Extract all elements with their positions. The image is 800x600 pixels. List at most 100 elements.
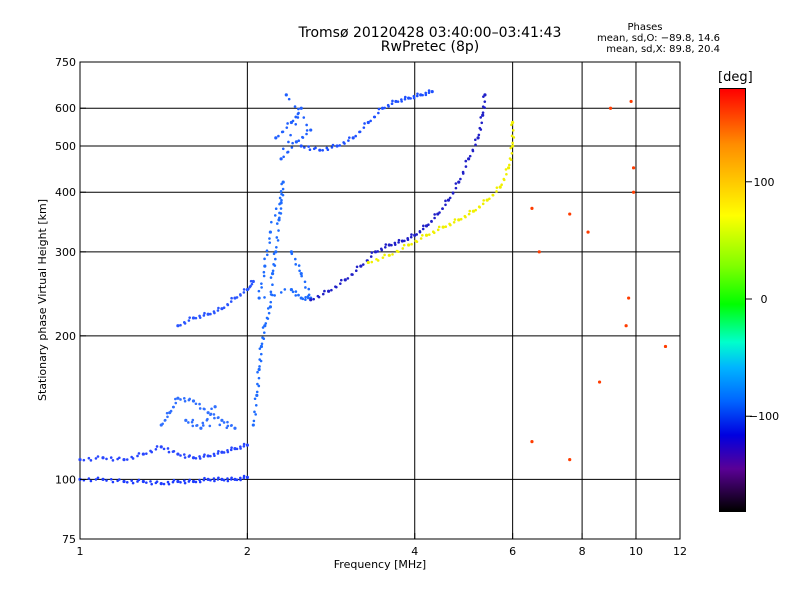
data-point	[406, 238, 410, 242]
data-point	[390, 102, 394, 105]
data-point	[444, 199, 447, 203]
data-point	[198, 316, 202, 319]
data-point	[278, 216, 281, 220]
data-point	[213, 416, 216, 420]
data-point	[510, 123, 513, 127]
data-point	[355, 265, 359, 269]
data-point	[274, 207, 278, 210]
data-point	[209, 454, 212, 458]
data-point	[461, 170, 465, 174]
data-point	[235, 447, 239, 451]
data-point	[294, 140, 298, 144]
data-point	[198, 457, 202, 460]
data-point	[498, 185, 502, 189]
data-point	[162, 482, 166, 486]
data-point	[270, 220, 273, 224]
y-tick-label: 75	[62, 533, 76, 546]
data-point	[166, 415, 169, 419]
data-point	[351, 273, 354, 276]
data-point	[216, 309, 220, 312]
data-point	[254, 403, 258, 407]
data-point	[179, 323, 182, 327]
data-point	[141, 479, 145, 484]
data-point	[270, 272, 275, 276]
data-point	[373, 250, 378, 254]
data-point	[261, 336, 264, 339]
data-point	[370, 251, 374, 254]
data-point	[273, 294, 276, 297]
data-point	[167, 482, 171, 486]
data-point	[511, 120, 515, 125]
data-point	[198, 407, 202, 410]
data-point	[376, 250, 380, 253]
data-point	[213, 405, 217, 409]
data-point	[194, 456, 198, 460]
data-point	[361, 263, 365, 266]
data-point	[454, 182, 458, 185]
data-point	[293, 257, 297, 261]
data-point	[377, 107, 381, 111]
data-point	[201, 424, 205, 427]
data-point	[203, 407, 206, 411]
data-point	[217, 306, 220, 310]
data-point	[530, 440, 534, 444]
data-point	[289, 287, 293, 292]
colorbar-tick-label: 100	[754, 176, 775, 189]
data-point	[245, 475, 249, 479]
data-point	[464, 165, 468, 168]
data-point	[305, 132, 308, 136]
y-tick-label: 750	[55, 56, 76, 69]
data-point	[537, 250, 541, 254]
data-point	[183, 399, 187, 403]
data-point	[397, 241, 400, 244]
data-point	[131, 457, 135, 460]
data-point	[281, 130, 285, 134]
data-point	[230, 296, 233, 300]
data-point	[427, 223, 430, 227]
data-point	[331, 143, 335, 147]
data-point	[261, 326, 265, 329]
data-point	[323, 289, 326, 293]
data-point	[94, 478, 98, 481]
data-point	[272, 263, 275, 266]
data-point	[436, 228, 440, 232]
data-point	[507, 163, 511, 167]
data-point	[248, 285, 252, 289]
data-point	[268, 305, 272, 309]
data-point	[159, 445, 163, 449]
data-point	[441, 207, 444, 210]
data-point	[213, 311, 216, 315]
data-point	[530, 206, 534, 210]
data-point	[276, 239, 280, 242]
data-point	[280, 192, 283, 196]
data-point	[407, 96, 411, 100]
data-point	[229, 300, 233, 303]
data-point	[155, 445, 159, 448]
data-point	[391, 99, 394, 103]
data-point	[253, 410, 256, 414]
data-point	[222, 421, 226, 424]
data-point	[118, 478, 121, 481]
data-point	[663, 344, 668, 349]
data-point	[182, 453, 186, 456]
data-point	[287, 140, 290, 144]
data-point	[478, 205, 481, 209]
data-point	[176, 452, 180, 456]
data-point	[459, 177, 462, 181]
data-point	[213, 454, 216, 457]
data-point	[159, 481, 163, 486]
data-point	[354, 269, 358, 272]
data-point	[122, 458, 126, 462]
data-point	[96, 455, 100, 458]
data-point	[464, 159, 468, 163]
data-point	[242, 474, 246, 478]
data-point	[242, 444, 246, 448]
data-point	[383, 253, 386, 257]
data-point	[362, 126, 366, 129]
data-point	[390, 243, 393, 247]
data-point	[268, 237, 271, 240]
data-point	[298, 269, 301, 273]
data-point	[467, 212, 471, 216]
data-point	[111, 480, 115, 484]
data-point	[415, 94, 419, 98]
